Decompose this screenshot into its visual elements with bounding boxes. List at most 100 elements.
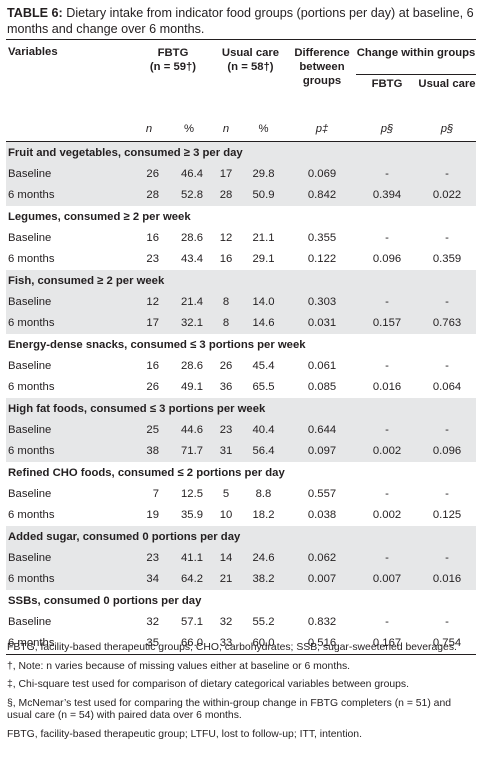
row-label: Baseline <box>6 548 133 569</box>
note-abbreviations: FBTG, facility-based therapeutic groups;… <box>7 642 457 653</box>
table-row: Baseline 25 44.6 23 40.4 0.644- - <box>6 420 476 441</box>
cell-p-change-fbtg: 0.157 <box>356 313 418 334</box>
cell-p-difference: 0.038 <box>307 509 337 521</box>
table-row: 6 months 35 66.0 33 60.0 0.516 0.167 0.754 <box>6 633 476 655</box>
cell-p-difference: 0.303 <box>288 292 356 313</box>
table-row: 6 months 38 71.7 31 56.4 0.097 0.002 0.096 <box>6 441 476 462</box>
cell-p-difference: 0.832 <box>307 616 337 628</box>
cell-usual-n: 33 <box>213 633 239 655</box>
cell-p-difference: 0.557 <box>307 488 337 500</box>
row-label: Baseline <box>8 232 52 244</box>
cell-fbtg-pct: 32.1 <box>165 313 213 334</box>
cell-p-difference: 0.085 <box>307 381 337 393</box>
header-fbtg: FBTG (n = 59†) <box>133 40 213 117</box>
cell-fbtg-pct: 35.9 <box>181 509 203 521</box>
cell-p-change-usual: - <box>445 360 449 372</box>
table-row: 6 months 26 49.1 36 65.5 0.085 0.016 0.064 <box>6 377 476 398</box>
cell-usual-n: 5 <box>222 488 230 500</box>
cell-p-change-fbtg: 0.167 <box>356 633 418 655</box>
row-label: 6 months <box>6 185 133 206</box>
header-difference: Difference between groups <box>294 47 350 87</box>
cell-p-change-fbtg: - <box>385 232 389 244</box>
cell-usual-pct: 8.8 <box>255 488 272 500</box>
row-label: Baseline <box>6 164 133 185</box>
cell-fbtg-n: 19 <box>146 509 159 521</box>
table-row: 6 months 34 64.2 21 38.2 0.007 0.007 0.016 <box>6 569 476 590</box>
table-body: Fruit and vegetables, consumed ≥ 3 per d… <box>6 141 476 655</box>
cell-p-change-fbtg: 0.007 <box>356 569 418 590</box>
subheader-n-fbtg: n <box>133 117 165 142</box>
cell-usual-pct: 50.9 <box>239 185 288 206</box>
caption-label: TABLE 6: <box>7 6 63 20</box>
table-row: Baseline 7 12.5 5 8.8 0.557 - - <box>6 484 476 505</box>
section-row: Energy-dense snacks, consumed ≤ 3 portio… <box>6 334 476 356</box>
dietary-intake-table: Variables FBTG (n = 59†) Usual care (n =… <box>6 40 476 655</box>
cell-p-change-fbtg: - <box>356 548 418 569</box>
cell-p-difference: 0.069 <box>288 164 356 185</box>
cell-p-difference: 0.122 <box>307 253 337 265</box>
cell-p-change-fbtg: - <box>385 616 389 628</box>
note-section: §, McNemar’s test used for comparing the… <box>7 697 452 722</box>
section-row: Added sugar, consumed 0 portions per day <box>6 526 476 548</box>
cell-usual-pct: 14.6 <box>239 313 288 334</box>
subheader-p-fbtg: p§ <box>356 117 418 142</box>
cell-p-change-usual: 0.359 <box>432 253 462 265</box>
cell-p-change-usual: - <box>418 164 476 185</box>
cell-usual-pct: 29.8 <box>239 164 288 185</box>
cell-p-change-usual: - <box>445 232 449 244</box>
row-label: 6 months <box>6 569 133 590</box>
cell-usual-n: 17 <box>213 164 239 185</box>
header-fbtg-n: (n = 59†) <box>149 61 197 73</box>
subheader-pct-fbtg: % <box>165 117 213 142</box>
header-usual-care: Usual care (n = 58†) <box>213 40 288 117</box>
cell-usual-n: 32 <box>219 616 233 628</box>
section-row: Legumes, consumed ≥ 2 per week <box>6 206 476 228</box>
cell-p-change-fbtg: 0.096 <box>372 253 402 265</box>
table-row: Baseline 16 28.6 12 21.1 0.355 - - <box>6 228 476 249</box>
row-label: Baseline <box>6 420 133 441</box>
table-row: 6 months 17 32.1 8 14.6 0.031 0.157 0.763 <box>6 313 476 334</box>
cell-p-difference: 0.097 <box>288 441 356 462</box>
cell-fbtg-n: 23 <box>146 253 159 265</box>
cell-p-change-fbtg: 0.394 <box>356 185 418 206</box>
table-caption: TABLE 6: Dietary intake from indicator f… <box>7 6 477 37</box>
table-row: Baseline 32 57.1 32 55.2 0.832 - - <box>6 612 476 633</box>
top-rule <box>6 39 476 40</box>
cell-p-difference: 0.516 <box>288 633 356 655</box>
cell-fbtg-pct: 43.4 <box>181 253 203 265</box>
note-double-dagger: ‡, Chi-square test used for comparison o… <box>7 679 409 691</box>
section-title: High fat foods, consumed ≤ 3 portions pe… <box>6 398 476 420</box>
row-label: Baseline <box>8 616 52 628</box>
header-fbtg-label: FBTG <box>157 47 189 59</box>
cell-fbtg-n: 34 <box>133 569 165 590</box>
cell-fbtg-pct: 71.7 <box>165 441 213 462</box>
cell-usual-n: 8 <box>213 292 239 313</box>
cell-fbtg-pct: 21.4 <box>165 292 213 313</box>
cell-usual-n: 26 <box>219 360 233 372</box>
cell-usual-n: 36 <box>219 381 233 393</box>
section-row: Refined CHO foods, consumed ≤ 2 portions… <box>6 462 476 484</box>
cell-usual-pct: 14.0 <box>239 292 288 313</box>
table-row: 6 months 23 43.4 16 29.1 0.122 0.096 0.359 <box>6 249 476 270</box>
cell-usual-n: 23 <box>213 420 239 441</box>
table-row: Baseline 16 28.6 26 45.4 0.061 - - <box>6 356 476 377</box>
header-usual-n: (n = 58†) <box>227 61 274 73</box>
header-variables: Variables <box>8 46 58 58</box>
header-change-usual: Usual care <box>418 78 476 90</box>
cell-usual-n: 21 <box>213 569 239 590</box>
cell-p-change-usual: 0.016 <box>418 569 476 590</box>
cell-usual-pct: 40.4 <box>239 420 288 441</box>
section-title: Energy-dense snacks, consumed ≤ 3 portio… <box>8 338 306 351</box>
cell-fbtg-pct: 46.4 <box>165 164 213 185</box>
section-title: SSBs, consumed 0 portions per day <box>8 594 202 607</box>
cell-p-difference: 0.355 <box>307 232 337 244</box>
subheader-p-diff: p‡ <box>288 117 356 142</box>
row-label: Baseline <box>8 488 52 500</box>
cell-fbtg-pct: 12.5 <box>181 488 203 500</box>
cell-p-difference: 0.062 <box>288 548 356 569</box>
cell-p-change-fbtg: - <box>385 488 389 500</box>
section-title: Fruit and vegetables, consumed ≥ 3 per d… <box>6 141 476 164</box>
cell-fbtg-pct: 57.1 <box>181 616 203 628</box>
subheader-n-usual: n <box>213 117 239 142</box>
